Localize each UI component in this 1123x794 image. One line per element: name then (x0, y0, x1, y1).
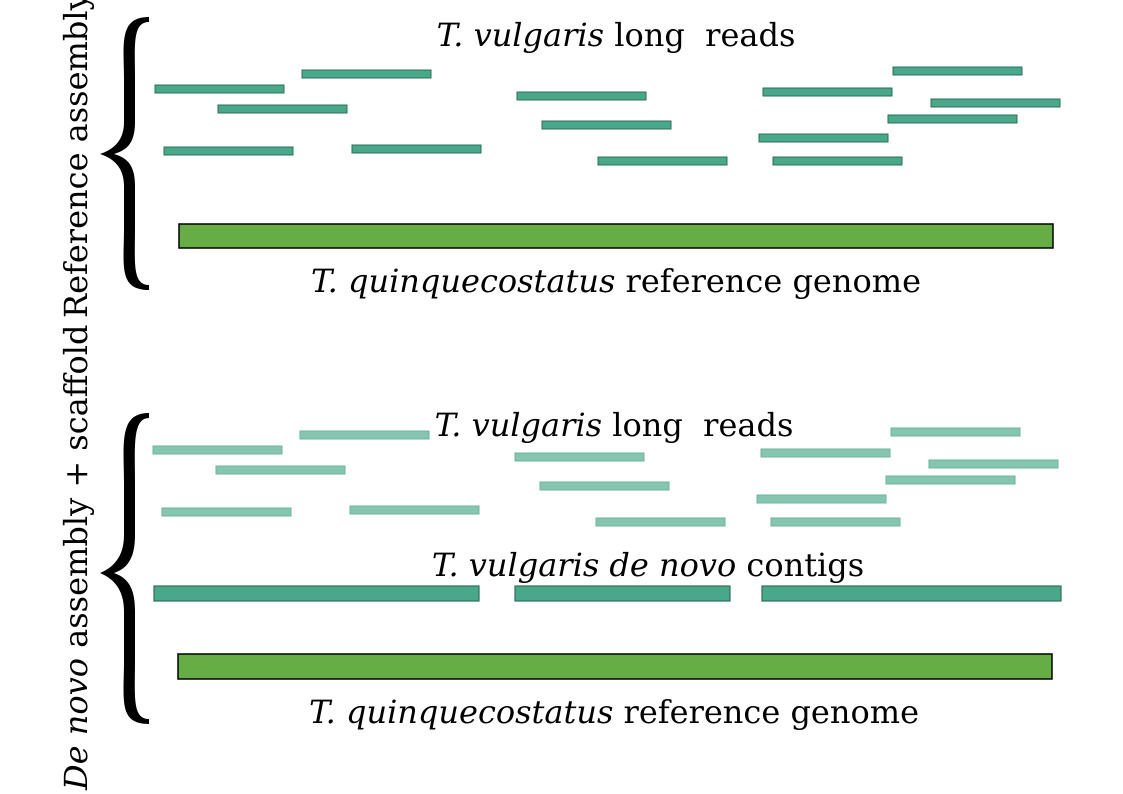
reference-genome-label: T. quinquecostatus reference genome (311, 262, 921, 300)
panel-de-novo-assembly: De novo assembly + scaffold T. vulgaris … (57, 325, 1062, 791)
long-read-bar (215, 465, 346, 475)
reads-group (152, 427, 1059, 527)
long-read-bar (541, 120, 672, 130)
panel-reference-assembly: Reference assembly T. vulgaris long read… (57, 0, 1061, 318)
contig-bar (153, 585, 480, 602)
long-read-bar (349, 505, 480, 515)
contig-bar (761, 585, 1062, 602)
reference-genome-bar (177, 653, 1053, 680)
side-label-italic-text: De novo (57, 658, 95, 791)
long-read-bar (756, 494, 887, 504)
long-read-bar (770, 517, 901, 527)
long-read-bar (161, 507, 292, 517)
reads-group (154, 66, 1061, 166)
long-read-bar (887, 114, 1018, 124)
long-read-bar (597, 156, 728, 166)
long-read-bar (217, 104, 348, 114)
reads-label: T. vulgaris long reads (437, 16, 796, 54)
reference-genome-label: T. quinquecostatus reference genome (309, 693, 919, 731)
curly-brace-icon (100, 17, 149, 290)
long-read-bar (539, 481, 670, 491)
side-label-reference-assembly: Reference assembly (57, 0, 95, 318)
side-label-text: assembly + scaffold (57, 325, 95, 658)
contig-bar (514, 585, 731, 602)
curly-brace-icon (100, 413, 149, 724)
long-read-bar (154, 84, 285, 94)
long-read-bar (301, 69, 432, 79)
side-label-de-novo-assembly: De novo assembly + scaffold (57, 325, 95, 791)
contigs-label: T. vulgaris de novo contigs (432, 546, 864, 584)
long-read-bar (152, 445, 283, 455)
long-read-bar (163, 146, 294, 156)
long-read-bar (772, 156, 903, 166)
long-read-bar (892, 66, 1023, 76)
long-read-bar (890, 427, 1021, 437)
side-label-text: Reference assembly (57, 0, 95, 318)
long-read-bar (595, 517, 726, 527)
long-read-bar (351, 144, 482, 154)
long-read-bar (758, 133, 889, 143)
long-read-bar (930, 98, 1061, 108)
long-read-bar (760, 448, 891, 458)
long-read-bar (516, 91, 647, 101)
long-read-bar (514, 452, 645, 462)
long-read-bar (299, 430, 430, 440)
reads-label: T. vulgaris long reads (435, 406, 794, 444)
long-read-bar (885, 475, 1016, 485)
reference-genome-bar (178, 223, 1054, 249)
long-read-bar (928, 459, 1059, 469)
long-read-bar (762, 87, 893, 97)
